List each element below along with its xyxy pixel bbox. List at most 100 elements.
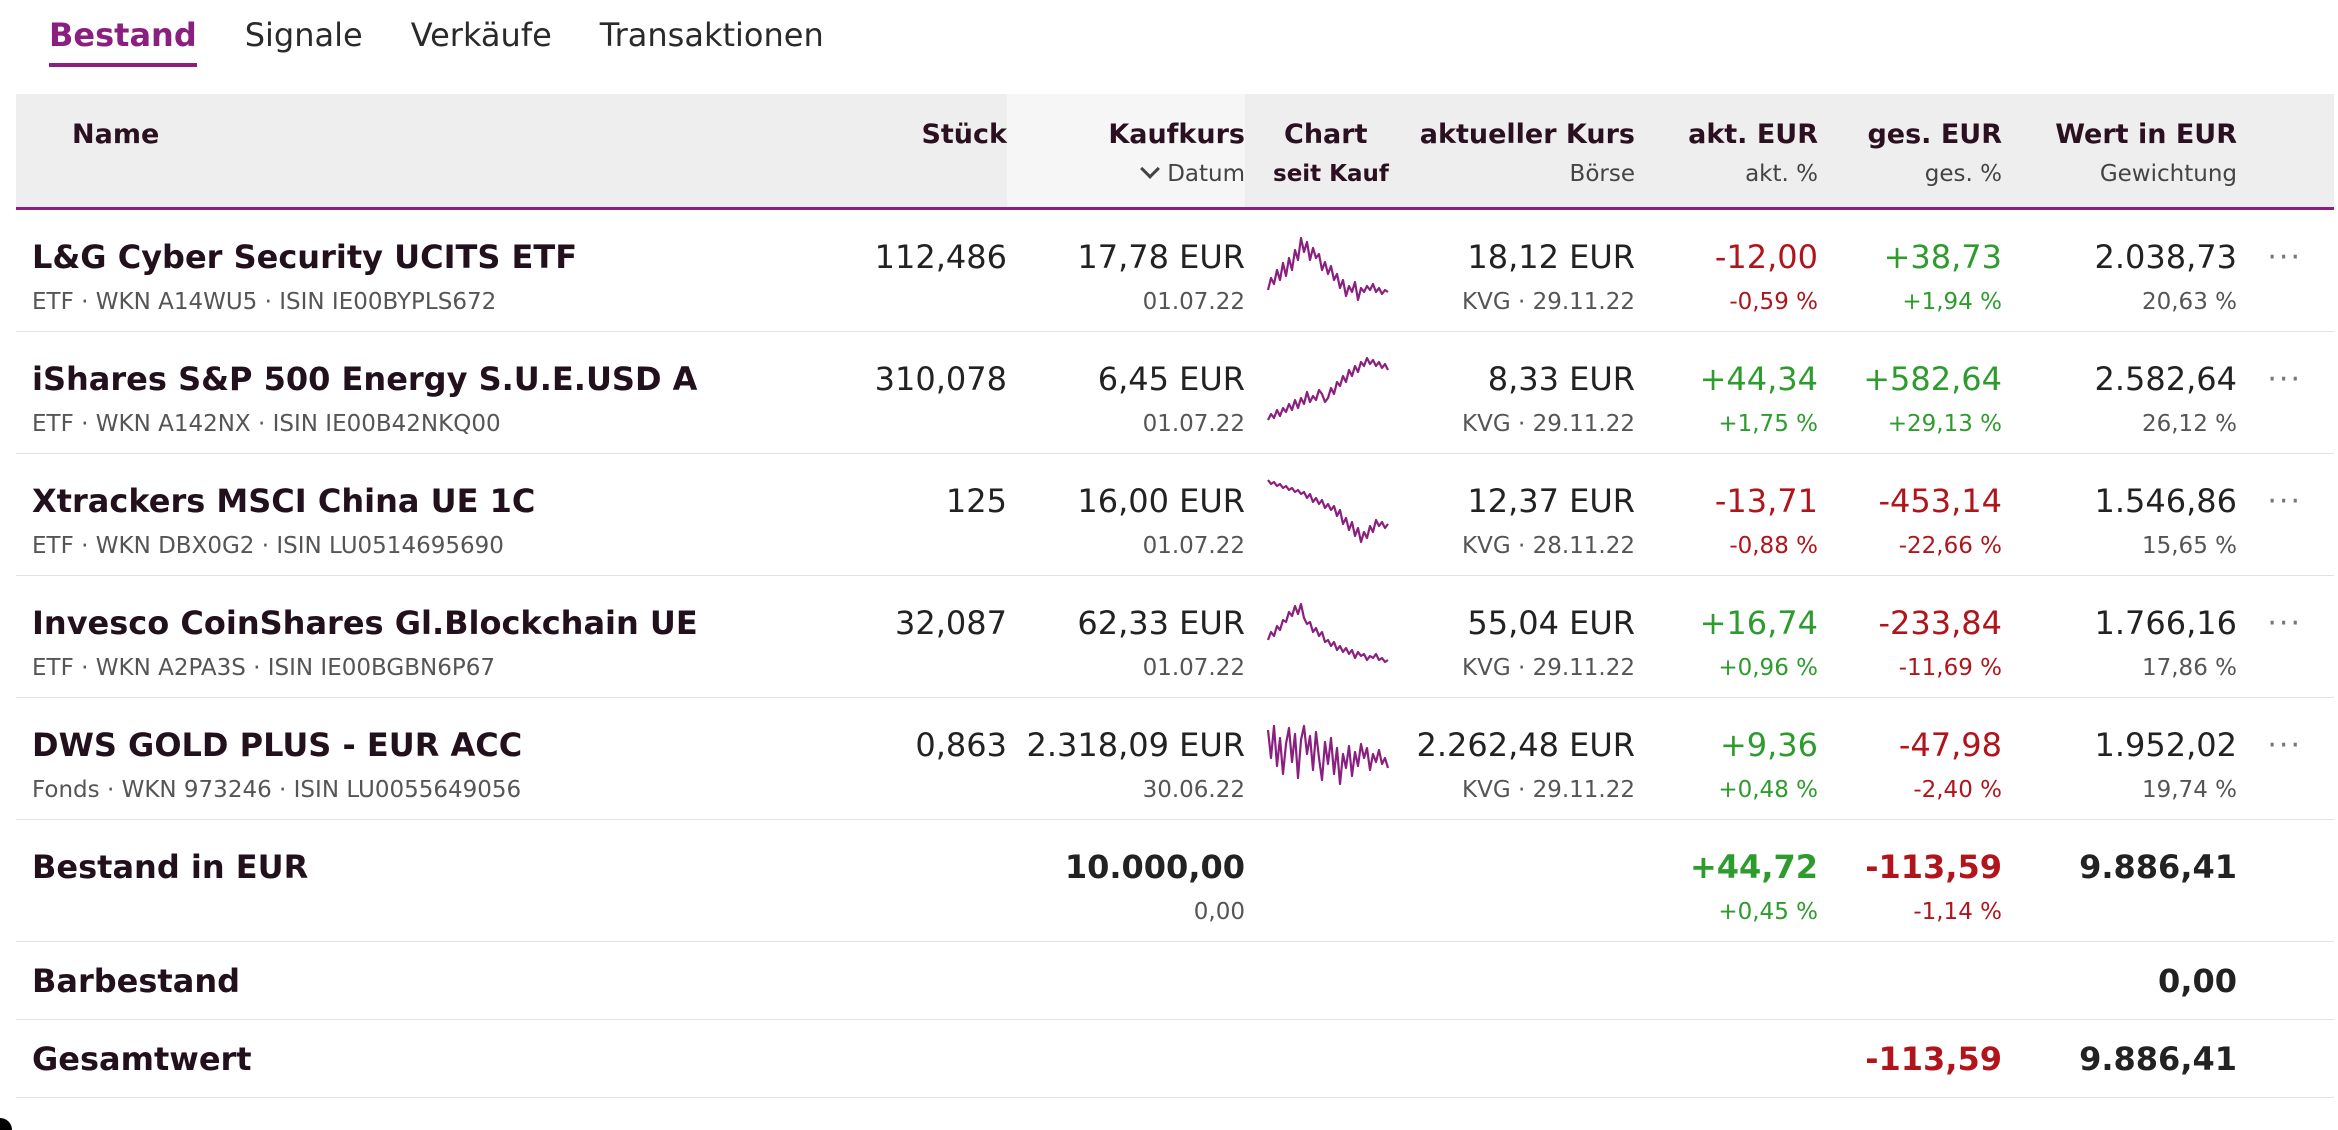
quantity: 0,863: [915, 726, 1007, 764]
purchase-price: 2.318,09 EUR: [1026, 726, 1245, 764]
security-identifiers: ETF · WKN DBX0G2 · ISIN LU0514695690: [32, 533, 504, 559]
table-header: Name Stück Kaufkurs Datum Chart seit Kau…: [16, 94, 2334, 210]
col-header-seit-kauf: seit Kauf: [1273, 161, 1389, 187]
position-value: 2.582,64: [2094, 360, 2238, 398]
security-name[interactable]: Xtrackers MSCI China UE 1C: [32, 482, 536, 520]
col-header-kaufkurs[interactable]: Kaufkurs: [1108, 119, 1245, 150]
security-name[interactable]: Invesco CoinShares Gl.Blockchain UE: [32, 604, 698, 642]
more-options-icon[interactable]: ···: [2267, 606, 2302, 641]
more-options-icon[interactable]: ···: [2267, 240, 2302, 275]
table-row[interactable]: L&G Cyber Security UCITS ETF ETF · WKN A…: [16, 210, 2334, 332]
current-price: 55,04 EUR: [1467, 604, 1635, 642]
col-header-ges-pct[interactable]: ges. %: [1924, 161, 2002, 187]
quantity: 112,486: [874, 238, 1007, 276]
col-header-aktueller-kurs[interactable]: aktueller Kurs: [1419, 119, 1635, 150]
more-options-icon[interactable]: ···: [2267, 484, 2302, 519]
security-identifiers: ETF · WKN A14WU5 · ISIN IE00BYPLS672: [32, 289, 497, 315]
col-header-chart: Chart: [1284, 119, 1368, 150]
sparkline-chart[interactable]: [1266, 596, 1390, 676]
window-corner: [0, 1118, 12, 1130]
price-source: KVG · 28.11.22: [1462, 533, 1635, 559]
sparkline-chart[interactable]: [1266, 474, 1390, 554]
position-value: 1.952,02: [2094, 726, 2238, 764]
price-source: KVG · 29.11.22: [1462, 411, 1635, 437]
total-change-pct: +1,94 %: [1902, 289, 2002, 315]
summary-daily-change-eur: +44,72: [1689, 848, 1818, 886]
security-identifiers: ETF · WKN A142NX · ISIN IE00B42NKQ00: [32, 411, 501, 437]
kaufkurs-column-highlight: [1007, 94, 1245, 207]
daily-change-pct: +0,48 %: [1718, 777, 1818, 803]
sparkline-chart[interactable]: [1266, 352, 1390, 432]
summary-label: Bestand in EUR: [32, 848, 309, 886]
quantity: 125: [945, 482, 1007, 520]
total-change-pct: -2,40 %: [1913, 777, 2002, 803]
total-change-pct: -22,66 %: [1898, 533, 2002, 559]
purchase-date: 01.07.22: [1142, 289, 1245, 315]
tab-bestand[interactable]: Bestand: [49, 0, 197, 70]
more-options-icon[interactable]: ···: [2267, 728, 2302, 763]
sparkline-chart[interactable]: [1266, 718, 1390, 798]
col-header-gewichtung[interactable]: Gewichtung: [2099, 161, 2237, 187]
purchase-date: 01.07.22: [1142, 533, 1245, 559]
col-header-akt-eur[interactable]: akt. EUR: [1688, 119, 1818, 150]
tab-bar: Bestand Signale Verkäufe Transaktionen: [49, 0, 824, 70]
security-name[interactable]: L&G Cyber Security UCITS ETF: [32, 238, 578, 276]
total-row: Gesamtwert -113,59 9.886,41: [16, 1020, 2334, 1098]
col-header-name[interactable]: Name: [72, 119, 160, 150]
summary-purchase-value: 10.000,00: [1064, 848, 1245, 886]
col-header-akt-pct[interactable]: akt. %: [1745, 161, 1818, 187]
position-value: 1.546,86: [2094, 482, 2238, 520]
daily-change-eur: +16,74: [1699, 604, 1818, 642]
quantity: 310,078: [874, 360, 1007, 398]
daily-change-eur: -12,00: [1714, 238, 1818, 276]
position-value: 1.766,16: [2094, 604, 2238, 642]
holdings-table: Name Stück Kaufkurs Datum Chart seit Kau…: [16, 94, 2334, 1098]
cash-row: Barbestand 0,00: [16, 942, 2334, 1020]
price-source: KVG · 29.11.22: [1462, 655, 1635, 681]
table-row[interactable]: iShares S&P 500 Energy S.U.E.USD A ETF ·…: [16, 332, 2334, 454]
position-weight: 17,86 %: [2141, 655, 2237, 681]
chevron-down-icon: [1140, 159, 1161, 179]
security-identifiers: ETF · WKN A2PA3S · ISIN IE00BGBN6P67: [32, 655, 495, 681]
col-header-boerse[interactable]: Börse: [1569, 161, 1635, 187]
total-change-eur: -113,59: [1865, 1040, 2002, 1078]
total-change-eur: -47,98: [1898, 726, 2002, 764]
summary-total-change-pct: -1,14 %: [1913, 899, 2002, 925]
more-options-icon[interactable]: ···: [2267, 362, 2302, 397]
total-change-eur: -453,14: [1878, 482, 2002, 520]
total-change-pct: -11,69 %: [1898, 655, 2002, 681]
daily-change-pct: +1,75 %: [1718, 411, 1818, 437]
col-header-wert[interactable]: Wert in EUR: [2055, 119, 2237, 150]
datum-label: Datum: [1167, 161, 1245, 187]
summary-value: 9.886,41: [2079, 848, 2237, 886]
col-header-stueck[interactable]: Stück: [921, 119, 1007, 150]
quantity: 32,087: [895, 604, 1007, 642]
position-weight: 15,65 %: [2141, 533, 2237, 559]
table-row[interactable]: Invesco CoinShares Gl.Blockchain UE ETF …: [16, 576, 2334, 698]
security-identifiers: Fonds · WKN 973246 · ISIN LU0055649056: [32, 777, 522, 803]
cash-value: 0,00: [2158, 962, 2237, 1000]
tab-transaktionen[interactable]: Transaktionen: [599, 16, 824, 54]
col-header-datum[interactable]: Datum: [1140, 159, 1245, 187]
tab-signale[interactable]: Signale: [244, 16, 363, 54]
summary-daily-change-pct: +0,45 %: [1718, 899, 1818, 925]
total-change-eur: +38,73: [1883, 238, 2002, 276]
daily-change-eur: +9,36: [1719, 726, 1818, 764]
table-row[interactable]: DWS GOLD PLUS - EUR ACC Fonds · WKN 9732…: [16, 698, 2334, 820]
security-name[interactable]: iShares S&P 500 Energy S.U.E.USD A: [32, 360, 698, 398]
sparkline-chart[interactable]: [1266, 230, 1390, 310]
purchase-date: 30.06.22: [1142, 777, 1245, 803]
security-name[interactable]: DWS GOLD PLUS - EUR ACC: [32, 726, 523, 764]
total-label: Gesamtwert: [32, 1040, 252, 1078]
current-price: 2.262,48 EUR: [1416, 726, 1635, 764]
tab-verkaeufe[interactable]: Verkäufe: [410, 16, 552, 54]
summary-purchase-sub: 0,00: [1193, 899, 1245, 925]
summary-total-change-eur: -113,59: [1865, 848, 2002, 886]
current-price: 8,33 EUR: [1487, 360, 1635, 398]
table-row[interactable]: Xtrackers MSCI China UE 1C ETF · WKN DBX…: [16, 454, 2334, 576]
current-price: 12,37 EUR: [1467, 482, 1635, 520]
col-header-ges-eur[interactable]: ges. EUR: [1867, 119, 2002, 150]
purchase-date: 01.07.22: [1142, 655, 1245, 681]
position-weight: 20,63 %: [2141, 289, 2237, 315]
